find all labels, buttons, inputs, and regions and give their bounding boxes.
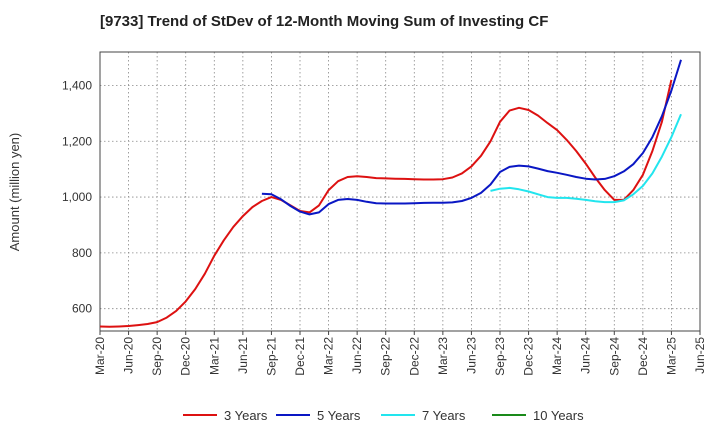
x-tick-label: Sep-20: [150, 337, 164, 376]
x-tick-label: Dec-23: [522, 337, 536, 376]
y-tick-label: 1,000: [62, 190, 92, 204]
x-tick-label: Jun-25: [693, 337, 707, 374]
x-tick-label: Sep-21: [264, 337, 278, 376]
series-line-5-years: [261, 59, 682, 216]
legend-label: 5 Years: [317, 408, 361, 423]
x-tick-label: Dec-20: [179, 337, 193, 376]
chart-title: [9733] Trend of StDev of 12-Month Moving…: [100, 13, 548, 30]
x-tick-label: Jun-21: [236, 337, 250, 374]
x-axis-ticks: Mar-20 Jun-20 Sep-20 Dec-20 Mar-21 Jun-21 Sep-…: [93, 331, 707, 376]
legend-label: 3 Years: [224, 408, 268, 423]
legend-label: 10 Years: [533, 408, 584, 423]
grid-lines: [99, 52, 701, 331]
x-tick-label: Sep-22: [379, 337, 393, 376]
y-tick-label: 800: [72, 246, 92, 260]
legend-label: 7 Years: [422, 408, 466, 423]
y-tick-label: 600: [72, 302, 92, 316]
x-tick-label: Sep-23: [493, 337, 507, 376]
x-tick-label: Sep-24: [607, 337, 621, 376]
y-tick-label: 1,400: [62, 78, 92, 92]
y-tick-label: 1,200: [62, 134, 92, 148]
x-tick-label: Dec-22: [407, 337, 421, 376]
y-axis-label: Amount (million yen): [7, 133, 22, 252]
x-tick-label: Mar-20: [93, 337, 107, 375]
series-line-3-years: [99, 79, 673, 328]
x-tick-label: Jun-22: [350, 337, 364, 374]
x-tick-label: Dec-24: [636, 337, 650, 376]
x-tick-label: Mar-22: [322, 337, 336, 375]
x-tick-label: Jun-24: [579, 337, 593, 374]
x-tick-label: Mar-25: [664, 337, 678, 375]
x-tick-label: Mar-21: [207, 337, 221, 375]
series-lines: [99, 59, 682, 328]
legend: 3 Years 5 Years 7 Years 10 Years: [183, 408, 584, 423]
y-axis-ticks: 600 800 1,000 1,200 1,400: [62, 78, 92, 315]
x-tick-label: Mar-23: [436, 337, 450, 375]
plot-frame: [99, 51, 701, 332]
series-line-7-years: [490, 113, 682, 204]
x-tick-label: Mar-24: [550, 337, 564, 375]
x-tick-label: Dec-21: [293, 337, 307, 376]
x-tick-label: Jun-20: [122, 337, 136, 374]
x-tick-label: Jun-23: [464, 337, 478, 374]
